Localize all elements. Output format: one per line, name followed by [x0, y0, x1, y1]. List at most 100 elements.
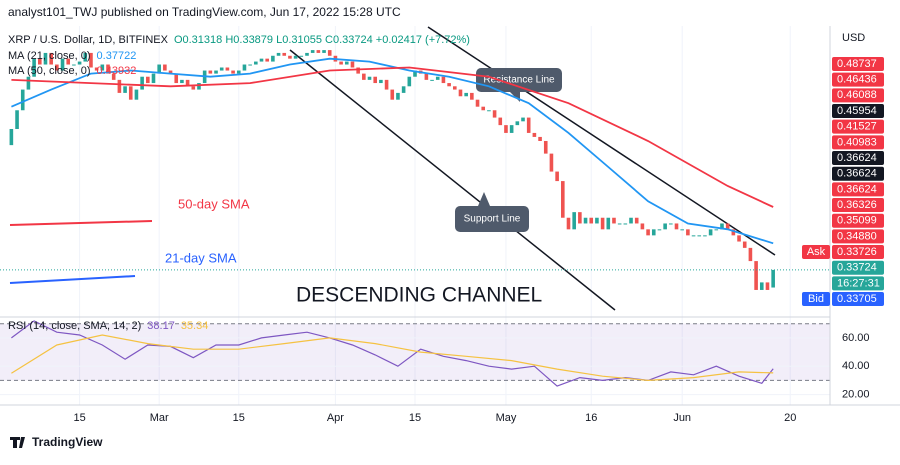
price-tag-name: Ask [807, 246, 826, 258]
legend-value: 0.43932 [97, 65, 137, 77]
candle-body [367, 76, 372, 80]
candle-body [430, 79, 434, 81]
label-box [455, 206, 529, 232]
candle-body [37, 58, 42, 65]
candle-body [254, 61, 258, 65]
y-tick-label: 40.00 [842, 360, 870, 372]
label-box [476, 68, 562, 92]
candle-body [759, 282, 764, 290]
candle-body [526, 117, 531, 133]
x-tick-label: 15 [409, 412, 421, 424]
candle-body [344, 61, 349, 65]
legend-name: MA (50, close, 0) [8, 65, 91, 77]
candle-body [214, 70, 218, 74]
candle-body [589, 217, 594, 224]
x-tick-label: 15 [233, 412, 245, 424]
price-tag-label: 0.35099 [837, 215, 877, 227]
candle-body [106, 64, 110, 74]
x-tick-label: 20 [784, 412, 796, 424]
legend-ohlc: O0.31318 H0.33879 L0.31055 C0.33724 +0.0… [174, 34, 470, 46]
price-tag [832, 213, 884, 228]
candle-body [32, 58, 36, 77]
candle-body [248, 64, 252, 66]
candle-body [487, 110, 491, 112]
candle-body [452, 86, 457, 90]
x-tick-label: 15 [73, 412, 85, 424]
price-tag [832, 182, 884, 197]
candle-body [43, 52, 48, 65]
candle-body [20, 89, 25, 111]
price-tag-label: 0.33726 [837, 246, 877, 258]
candle-body [236, 70, 241, 74]
candle-body [458, 89, 463, 97]
candle-body [49, 52, 53, 65]
candle-body [640, 223, 645, 230]
candle-body [66, 58, 71, 65]
candle-body [305, 52, 309, 56]
candle-body [549, 153, 554, 172]
candle-body [441, 76, 446, 84]
candle-body [498, 117, 503, 126]
candle-body [413, 70, 417, 77]
candle-body [55, 64, 59, 71]
candle-body [629, 217, 633, 224]
candle-body [492, 110, 497, 118]
price-tag-label: 0.46088 [837, 89, 877, 101]
annotation: 50-day SMA [178, 196, 250, 211]
candle-body [663, 223, 667, 230]
candle-body [714, 229, 719, 231]
price-tag-label: 0.33705 [837, 293, 877, 305]
y-tick-label: 60.00 [842, 332, 870, 344]
candle-body [686, 229, 690, 236]
price-tag-label: 0.40983 [837, 136, 877, 148]
candle-body [208, 70, 213, 74]
candle-body [362, 73, 366, 80]
candle-body [742, 241, 747, 248]
candle-body [424, 73, 429, 80]
candle-body [475, 99, 480, 107]
annotation: 21-day SMA [165, 250, 237, 265]
candle-body [117, 79, 122, 93]
candle-body [481, 106, 486, 111]
candle-body [339, 61, 343, 65]
candle-body [168, 70, 173, 74]
line-series [11, 334, 774, 382]
price-tag [832, 198, 884, 213]
candle-body [322, 50, 326, 53]
x-tick-label: 16 [585, 412, 597, 424]
rsi-legend-value: 38.17 [147, 320, 175, 332]
candle-body [327, 50, 332, 56]
price-tag [832, 292, 884, 307]
candle-body [771, 269, 775, 288]
candle-body [606, 217, 611, 230]
currency: USD [842, 32, 865, 44]
candle-body [151, 73, 156, 84]
candle-body [259, 58, 264, 62]
rsi-legend-value: 35.34 [181, 320, 209, 332]
x-tick-label: Mar [150, 412, 169, 424]
grid [0, 26, 830, 405]
price-tag-label: 16:27:31 [837, 277, 880, 289]
sma50-marker [9, 220, 153, 226]
candle-body [219, 67, 224, 71]
price-tag-name-box [802, 245, 830, 260]
candle-body [595, 217, 599, 224]
line-series [11, 320, 774, 387]
candle-body [123, 86, 127, 93]
candle-body [623, 223, 628, 225]
line-series [11, 57, 774, 245]
price-tag [832, 135, 884, 150]
candle-body [646, 229, 650, 236]
candle-body [515, 121, 520, 126]
candle-body [379, 79, 383, 84]
candle-body [191, 86, 196, 90]
candle-body [94, 67, 99, 71]
candle-body [185, 79, 190, 87]
candle-body [674, 223, 679, 230]
candle-body [373, 76, 378, 84]
price-tag-label: 0.36326 [837, 199, 877, 211]
price-tag-label: 0.36624 [837, 152, 877, 164]
candle-body [140, 76, 144, 90]
candle-body [680, 229, 684, 231]
candle-body [447, 83, 451, 87]
